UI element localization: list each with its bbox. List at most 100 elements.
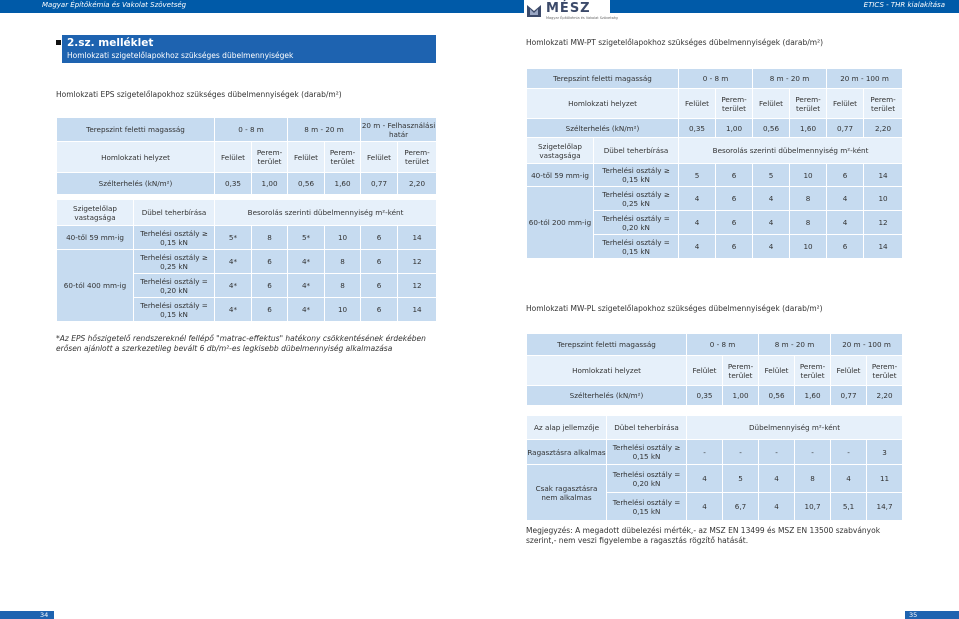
dowel-label: Dübel teherbírása — [592, 137, 680, 164]
dowel-count: 4 — [826, 186, 865, 211]
dowel-count: - — [830, 439, 868, 465]
dowel-count: 10 — [789, 163, 828, 187]
mwpl-table: Terepszint feletti magasság 0 - 8 m 8 m … — [525, 333, 904, 521]
dowel-count: 5 — [722, 464, 760, 493]
range-0-8: 0 - 8 m — [678, 68, 754, 89]
wind-value: 1,00 — [715, 118, 754, 138]
perem-header: Perem-terület — [866, 355, 904, 386]
base-label: Az alap jellemzője — [526, 415, 607, 440]
dowel-count: 6,7 — [722, 492, 760, 521]
footer-bar-left — [0, 611, 54, 619]
dowel-count: 11 — [866, 464, 904, 493]
position-label: Homlokzati helyzet — [525, 88, 680, 119]
felulet-header: Felület — [214, 141, 253, 173]
dowel-count: 6 — [715, 234, 754, 259]
mwpt-table-title: Homlokzati MW-PT szigetelőlapokhoz szüks… — [526, 38, 823, 47]
load-class: Terhelési osztály ≥ 0,25 kN — [592, 186, 680, 211]
dowel-count: 8 — [789, 186, 828, 211]
felulet-header: Felület — [826, 88, 865, 119]
felulet-header: Felület — [686, 355, 724, 386]
range-20-limit: 20 m - Felhasználási határ — [360, 117, 438, 142]
wind-value: 0,56 — [287, 172, 326, 195]
position-label: Homlokzati helyzet — [55, 141, 216, 173]
dowel-count: 14 — [863, 163, 904, 187]
dowel-count: 5,1 — [830, 492, 868, 521]
dowel-count: - — [758, 439, 796, 465]
dowel-count: 4* — [214, 249, 253, 274]
load-class: Terhelési osztály = 0,15 kN — [592, 234, 680, 259]
range-8-20: 8 m - 20 m — [752, 68, 828, 89]
wind-value: 1,60 — [324, 172, 362, 195]
felulet-header: Felület — [678, 88, 717, 119]
range-8-20: 8 m - 20 m — [758, 333, 832, 356]
dowel-count: 14 — [397, 297, 438, 322]
dowel-count: 6 — [360, 273, 399, 298]
felulet-header: Felület — [752, 88, 791, 119]
wind-label: Szélterhelés (kN/m²) — [525, 118, 680, 138]
mwpl-remark: Megjegyzés: A megadott dübelezési mérték… — [526, 526, 881, 546]
logo-text: MÉSZ — [546, 1, 591, 16]
dowel-count: 5 — [678, 163, 717, 187]
height-label: Terepszint feletti magasság — [525, 68, 680, 89]
section-title: ETICS - THR kialakítása — [863, 1, 945, 9]
dowel-count: - — [722, 439, 760, 465]
felulet-header: Felület — [287, 141, 326, 173]
wind-value: 1,00 — [251, 172, 289, 195]
thickness-value: 40-től 59 mm-ig — [56, 225, 134, 250]
thickness-value: 60-tól 200 mm-ig — [526, 186, 594, 259]
wind-value: 2,20 — [863, 118, 904, 138]
dowel-count: 8 — [324, 273, 362, 298]
dowel-count: 10 — [324, 225, 362, 250]
top-bar: Magyar Építőkémia és Vakolat Szövetség E… — [0, 0, 959, 13]
wind-label: Szélterhelés (kN/m²) — [55, 172, 216, 195]
dowel-count: 4 — [686, 464, 724, 493]
dowel-count: 3 — [866, 439, 904, 465]
wind-value: 0,35 — [686, 385, 724, 406]
footer-bar-right — [905, 611, 959, 619]
wind-value: 1,60 — [794, 385, 832, 406]
dowel-count: 4 — [752, 186, 791, 211]
dowel-count: 5* — [287, 225, 326, 250]
perem-header: Perem-terület — [794, 355, 832, 386]
dowel-count: 5* — [214, 225, 253, 250]
dowel-count: 4 — [826, 210, 865, 235]
position-label: Homlokzati helyzet — [525, 355, 688, 386]
base-value: Csak ragasztásra nem alkalmas — [526, 464, 607, 521]
wind-value: 1,60 — [789, 118, 828, 138]
dowel-count: 4* — [287, 297, 326, 322]
wind-value: 0,77 — [360, 172, 399, 195]
dowel-count: 8 — [789, 210, 828, 235]
dowel-count: 4 — [758, 492, 796, 521]
dowel-count: 6 — [826, 163, 865, 187]
dowel-count: 4 — [686, 492, 724, 521]
dowel-count: 6 — [360, 297, 399, 322]
thickness-value: 40-től 59 mm-ig — [526, 163, 594, 187]
dowel-count: 6 — [360, 249, 399, 274]
load-class: Terhelési osztály = 0,15 kN — [605, 492, 688, 521]
eps-table: Terepszint feletti magasság 0 - 8 m 8 m … — [55, 117, 438, 322]
dowel-count: 4 — [678, 234, 717, 259]
dowel-count: 4 — [830, 464, 868, 493]
eps-table-title: Homlokzati EPS szigetelőlapokhoz szükség… — [56, 90, 342, 99]
bullet-square — [56, 40, 61, 45]
dowel-count: 12 — [397, 249, 438, 274]
dowel-count: 4* — [214, 297, 253, 322]
dowel-count: 6 — [360, 225, 399, 250]
dowel-label: Dübel teherbírása — [132, 199, 216, 226]
wind-value: 0,56 — [758, 385, 796, 406]
mwpt-table: Terepszint feletti magasság 0 - 8 m 8 m … — [525, 68, 904, 259]
dowel-count: 10 — [324, 297, 362, 322]
dowel-count: 4* — [214, 273, 253, 298]
load-class: Terhelési osztály ≥ 0,25 kN — [132, 249, 216, 274]
logo-subtitle: Magyar Építőkémia és Vakolat Szövetség — [546, 16, 618, 20]
load-class: Terhelési osztály ≥ 0,15 kN — [592, 163, 680, 187]
logo-icon — [527, 5, 541, 17]
thickness-label: Szigetelőlap vastagsága — [56, 199, 134, 226]
dowel-count: 12 — [863, 210, 904, 235]
felulet-header: Felület — [758, 355, 796, 386]
wind-value: 0,56 — [752, 118, 791, 138]
page-number-right: 35 — [909, 611, 918, 619]
dowel-count: 12 — [397, 273, 438, 298]
appendix-subtitle: Homlokzati szigetelőlapokhoz szükséges d… — [67, 51, 294, 60]
dowel-count: 14 — [863, 234, 904, 259]
